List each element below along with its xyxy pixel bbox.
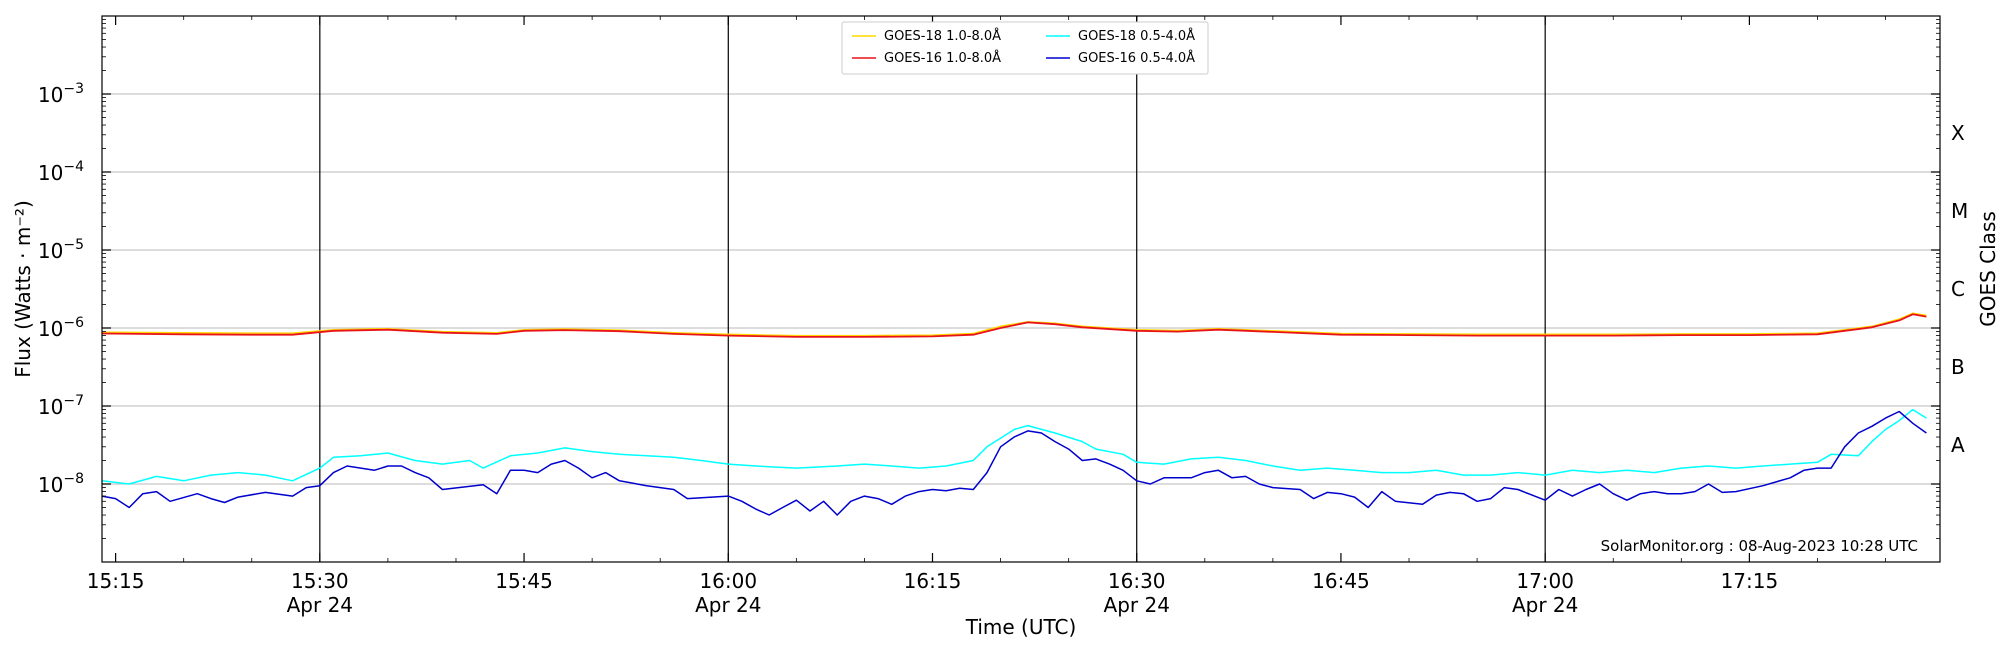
series-lines — [101, 312, 1927, 516]
y-tick-label: 10−7 — [38, 393, 84, 419]
x-tick-label-date: Apr 24 — [287, 593, 353, 617]
x-tick-label-time: 15:30 — [291, 569, 349, 593]
x-tick-label-date: Apr 24 — [1512, 593, 1578, 617]
legend: GOES-18 1.0-8.0Å GOES-16 1.0-8.0Å GOES-18 … — [841, 21, 1209, 75]
x-tick-label-date: Apr 24 — [1104, 593, 1170, 617]
credit-annotation: SolarMonitor.org : 08-Aug-2023 10:28 UTC — [1601, 537, 1918, 555]
y-tick-label: 10−6 — [38, 315, 84, 341]
series-line-goes-16-1-0-8-0- — [101, 313, 1927, 338]
legend-label: GOES-16 0.5-4.0Å — [1078, 50, 1195, 66]
legend-label: GOES-18 0.5-4.0Å — [1078, 28, 1195, 44]
y-gridlines — [102, 93, 1940, 485]
x-tick-label-time: 15:45 — [495, 569, 553, 593]
x-tick-label-time: 16:45 — [1312, 569, 1370, 593]
x-tick-label-time: 17:15 — [1721, 569, 1779, 593]
x-tick-label-time: 16:15 — [904, 569, 962, 593]
legend-label: GOES-18 1.0-8.0Å — [884, 28, 1001, 44]
legend-label: GOES-16 1.0-8.0Å — [884, 50, 1001, 66]
y-tick-label: 10−8 — [38, 471, 84, 497]
x-axis-title: Time (UTC) — [965, 615, 1077, 639]
y-tick-labels: 10−3 10−4 10−5 10−6 10−7 10−8 — [38, 81, 84, 497]
legend-box — [841, 21, 1209, 75]
goes-class-label: C — [1951, 277, 1965, 301]
x-tick-label-time: 16:30 — [1108, 569, 1166, 593]
goes-class-axis-title: GOES Class — [1976, 211, 2000, 327]
x-tick-label-time: 15:15 — [87, 569, 145, 593]
series-line-goes-18-0-5-4-0- — [101, 408, 1927, 485]
goes-class-label: X — [1951, 121, 1965, 145]
goes-class-label: M — [1951, 199, 1968, 223]
y-axis-title: Flux (Watts · m⁻²) — [11, 200, 35, 378]
y-tick-label: 10−5 — [38, 237, 84, 263]
x-tick-label-date: Apr 24 — [695, 593, 761, 617]
axis-ticks — [102, 16, 1940, 562]
goes-class-labels: X M C B A — [1951, 121, 1968, 457]
day-marker-lines — [319, 16, 1546, 562]
x-tick-label-time: 17:00 — [1516, 569, 1574, 593]
x-tick-label-time: 16:00 — [699, 569, 757, 593]
goes-class-label: A — [1951, 433, 1965, 457]
plot-frame — [101, 15, 1941, 563]
series-line-goes-16-0-5-4-0- — [101, 410, 1927, 516]
y-tick-label: 10−3 — [38, 81, 84, 107]
y-tick-label: 10−4 — [38, 159, 84, 185]
goes-class-label: B — [1951, 355, 1965, 379]
